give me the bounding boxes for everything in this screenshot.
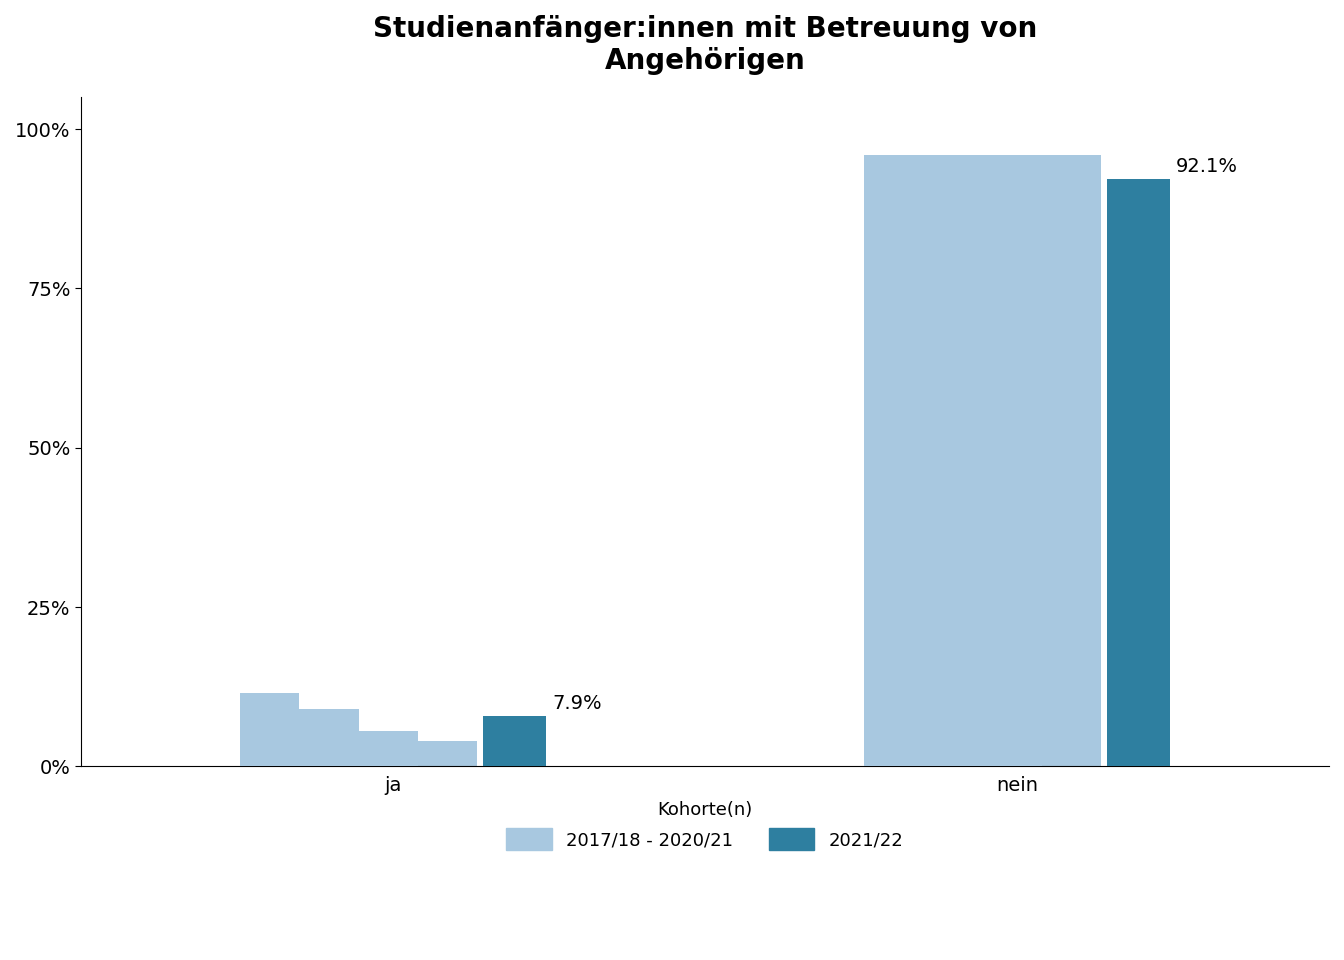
Text: 92.1%: 92.1% <box>1176 157 1238 177</box>
Bar <box>864 203 923 766</box>
Bar <box>864 186 982 766</box>
Legend: 2017/18 - 2020/21, 2021/22: 2017/18 - 2020/21, 2021/22 <box>499 794 911 857</box>
Bar <box>1107 180 1169 766</box>
Bar <box>241 741 477 766</box>
Text: 7.9%: 7.9% <box>552 694 602 713</box>
Bar <box>241 693 300 766</box>
Title: Studienanfänger:innen mit Betreuung von
Angehörigen: Studienanfänger:innen mit Betreuung von … <box>372 15 1038 76</box>
Bar <box>864 164 1042 766</box>
Bar <box>241 732 418 766</box>
Bar <box>484 716 546 766</box>
Bar <box>241 709 359 766</box>
Bar <box>864 155 1101 766</box>
